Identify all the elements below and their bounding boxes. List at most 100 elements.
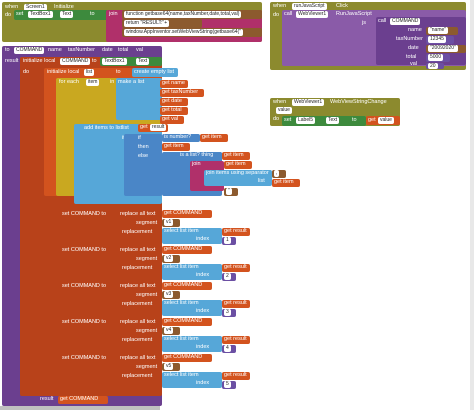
get-result-4[interactable]: get result — [222, 300, 250, 308]
get-command-4[interactable]: get COMMAND — [162, 318, 212, 326]
arg-name-text[interactable]: "name" — [428, 27, 449, 34]
js-string-2[interactable]: return "RESULT:"+ — [124, 20, 170, 27]
set-command-1[interactable]: set COMMAND to replace all text segment … — [60, 210, 162, 244]
seg-v2[interactable]: v2 — [162, 255, 180, 263]
is-list[interactable]: is a list? thing — [178, 152, 222, 160]
sep-text[interactable]: , — [272, 170, 286, 178]
arg-total-text[interactable]: 5000 — [428, 54, 444, 61]
get-result-2[interactable]: get result — [222, 228, 250, 236]
label5-prop[interactable]: Text — [326, 117, 340, 124]
idx-4-value[interactable]: 4 — [224, 345, 231, 352]
get-item-2[interactable]: get item — [162, 143, 190, 151]
set-command-4[interactable]: set COMMAND to replace all text segment … — [60, 318, 162, 352]
get-value[interactable]: get value — [366, 116, 400, 125]
component-dropdown[interactable]: Screen1 — [24, 4, 47, 11]
arg-val-value[interactable]: 20 — [426, 63, 444, 69]
idx-5[interactable]: 5 — [222, 381, 236, 389]
get-item-5[interactable]: get item — [272, 179, 300, 187]
runjs-component[interactable]: runJavaScript — [292, 3, 327, 10]
if-block[interactable]: if then else — [124, 134, 162, 196]
webviewer-ref[interactable]: WebViewer1 — [296, 11, 329, 18]
arg-date-value[interactable]: "20092020" — [426, 45, 466, 53]
seg-v1-value[interactable]: v1 — [164, 219, 174, 226]
get-item-3[interactable]: get item — [222, 152, 250, 160]
get-command-1[interactable]: get COMMAND — [162, 210, 212, 218]
get-result-5[interactable]: get result — [222, 336, 250, 344]
get-command-5[interactable]: get COMMAND — [162, 354, 212, 362]
set-command-5[interactable]: set COMMAND to replace all text segment … — [60, 354, 162, 388]
make-a-list[interactable]: make a list — [116, 78, 162, 120]
select-list-3[interactable]: select list item index — [162, 300, 222, 316]
seg-v2-value[interactable]: v2 — [164, 255, 174, 262]
call-command[interactable]: call COMMAND name taxNumber date total v… — [376, 17, 466, 67]
get-name[interactable]: get name — [160, 80, 188, 88]
select-list-4[interactable]: select list item index — [162, 336, 222, 352]
proc-name[interactable]: COMMAND — [14, 47, 45, 54]
get-result-1[interactable]: get result — [138, 124, 168, 132]
horizontal-scrollbar[interactable] — [0, 406, 160, 410]
get-command-final[interactable]: get COMMAND — [58, 396, 108, 404]
get-item-1[interactable]: get item — [200, 134, 228, 142]
vertical-scrollbar[interactable] — [470, 0, 474, 410]
js-line-3[interactable]: window.AppInventor.setWebViewString(getb… — [122, 28, 262, 37]
idx-4[interactable]: 4 — [222, 345, 236, 353]
get-result-3[interactable]: get result — [222, 264, 250, 272]
command-ref[interactable]: COMMAND — [390, 18, 421, 25]
idx-2-value[interactable]: 2 — [224, 273, 231, 280]
js-line-2[interactable]: return "RESULT:"+ — [122, 19, 202, 28]
get-result-6[interactable]: get result — [222, 372, 250, 380]
webviewer-component[interactable]: WebViewer1 — [292, 99, 325, 106]
get-textbox[interactable]: TextBox1 Text — [100, 57, 162, 66]
textbox-dropdown[interactable]: TextBox1 — [28, 11, 53, 18]
value-param[interactable]: value — [276, 107, 292, 114]
get-command-2[interactable]: get COMMAND — [162, 246, 212, 254]
idx-1-value[interactable]: 1 — [224, 237, 231, 244]
get-val[interactable]: get val — [160, 116, 184, 124]
get-item-4[interactable]: get item — [224, 161, 252, 169]
local-list-name[interactable]: list — [84, 69, 95, 76]
js-line-1[interactable]: function getbase64(name,taxNumber,date,t… — [122, 10, 262, 19]
seg-v3-value[interactable]: v3 — [164, 291, 174, 298]
text-ref[interactable]: Text — [136, 58, 150, 65]
set-textbox-block[interactable]: set TextBox1 Text to — [14, 10, 108, 20]
arg-date-text[interactable]: "20092020" — [428, 45, 458, 52]
prop-dropdown[interactable]: Text — [60, 11, 74, 18]
select-list-1[interactable]: select list item index — [162, 228, 222, 244]
result-var-1[interactable]: result — [150, 124, 167, 131]
arg-taxNumber-value[interactable]: 12345 — [426, 36, 454, 44]
local-command-name[interactable]: COMMAND — [60, 58, 91, 65]
label5-ref[interactable]: Label5 — [296, 117, 316, 124]
get-date[interactable]: get date — [160, 98, 188, 106]
is-number[interactable]: is number? — [162, 134, 200, 142]
arg-taxNumber-text[interactable]: 12345 — [428, 36, 446, 43]
select-list-2[interactable]: select list item index — [162, 264, 222, 280]
set-command-2[interactable]: set COMMAND to replace all text segment … — [60, 246, 162, 280]
idx-3-value[interactable]: 3 — [224, 309, 231, 316]
arg-val-text[interactable]: 20 — [428, 63, 438, 69]
sep-value[interactable]: , — [274, 170, 280, 177]
textbox-ref[interactable]: TextBox1 — [102, 58, 127, 65]
quote-text[interactable]: " — [224, 188, 238, 196]
join-items-separator[interactable]: join items using separator list — [204, 170, 272, 186]
value-var[interactable]: value — [378, 117, 394, 124]
select-list-5[interactable]: select list item index — [162, 372, 222, 388]
get-taxNumber[interactable]: get taxNumber — [160, 89, 204, 97]
seg-v4[interactable]: v4 — [162, 327, 180, 335]
quote-value[interactable]: " — [226, 188, 232, 195]
seg-v5-value[interactable]: v5 — [164, 363, 174, 370]
get-total[interactable]: get total — [160, 107, 188, 115]
set-command-3[interactable]: set COMMAND to replace all text segment … — [60, 282, 162, 316]
idx-2[interactable]: 2 — [222, 273, 236, 281]
js-string-3[interactable]: window.AppInventor.setWebViewString(getb… — [124, 29, 243, 36]
arg-name-value[interactable]: "name" — [426, 27, 458, 35]
create-empty-list[interactable]: create empty list — [132, 68, 178, 77]
item-var[interactable]: item — [86, 79, 100, 86]
set-label5-block[interactable]: set Label5 Text to — [282, 116, 366, 126]
js-string-1[interactable]: function getbase64(name,taxNumber,date,t… — [124, 11, 242, 18]
seg-v5[interactable]: v5 — [162, 363, 180, 371]
get-command-3[interactable]: get COMMAND — [162, 282, 212, 290]
idx-1[interactable]: 1 — [222, 237, 236, 245]
idx-5-value[interactable]: 5 — [224, 381, 231, 388]
arg-total-value[interactable]: 5000 — [426, 54, 450, 62]
seg-v3[interactable]: v3 — [162, 291, 180, 299]
